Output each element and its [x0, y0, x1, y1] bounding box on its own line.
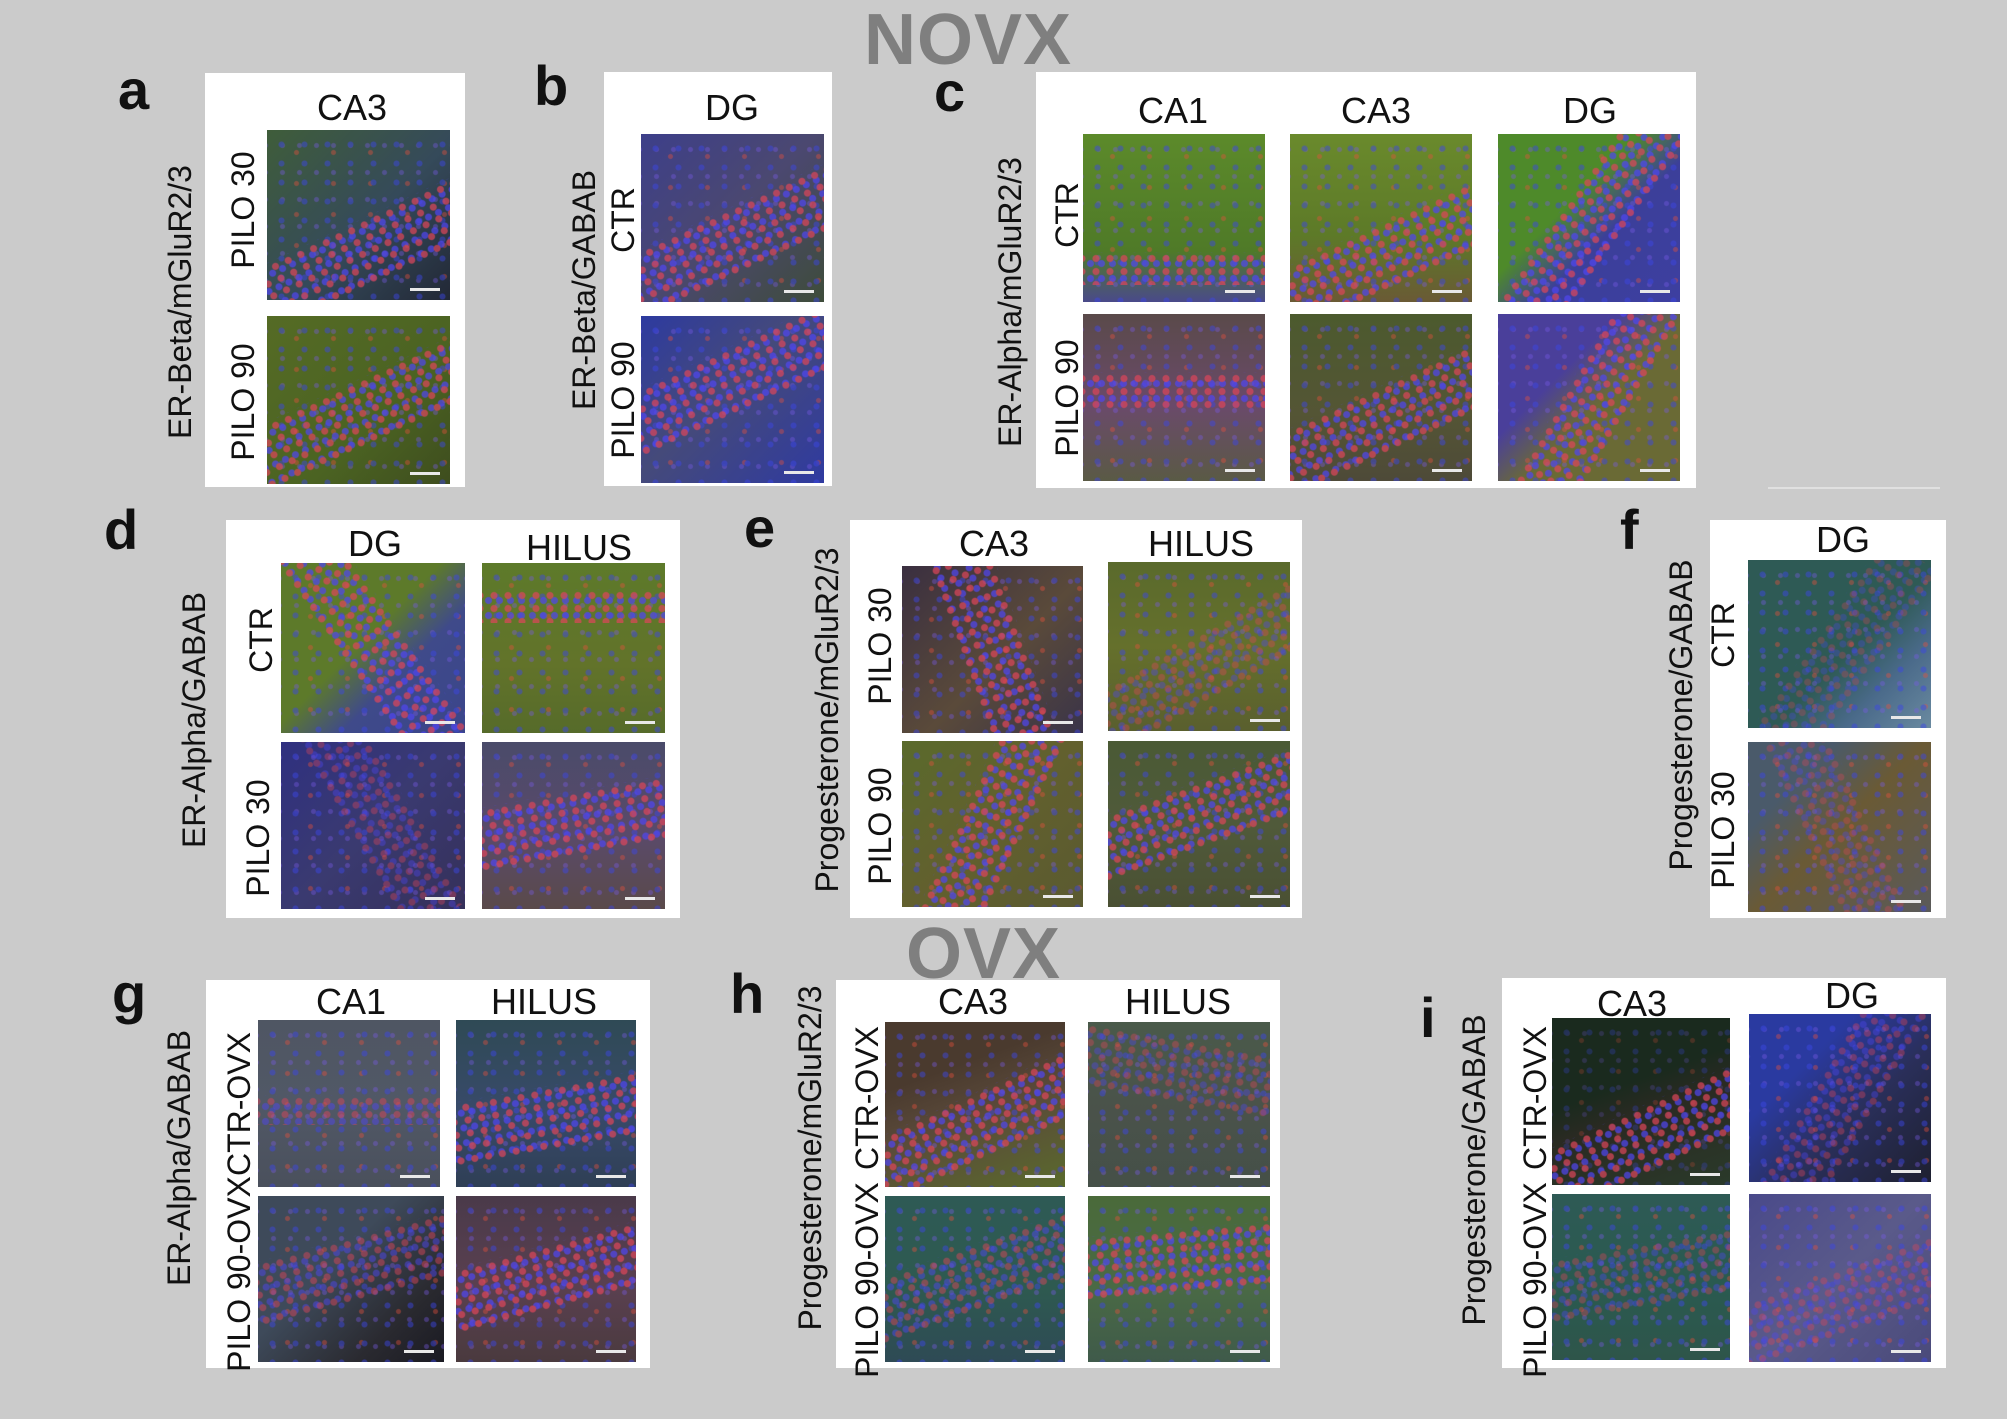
- micrograph-b-dg-ctr: [641, 134, 824, 302]
- stain-label-d: ER-Alpha/GABAB: [176, 591, 212, 849]
- micrograph-b-dg-pilo90: [641, 316, 824, 483]
- panel-letter-c: c: [934, 60, 966, 123]
- micrograph-g-hilus-ctr: [456, 1020, 636, 1187]
- col-label-c-2: CA3: [1340, 90, 1412, 131]
- micrograph-a-ca3-pilo30: [267, 130, 450, 300]
- micrograph-h-hilus-pilo90: [1088, 1196, 1270, 1362]
- micrograph-g-ca1-ctr: [258, 1020, 440, 1187]
- micrograph-d-dg-ctr: [281, 563, 465, 733]
- micrograph-c-dg-pilo90: [1498, 314, 1680, 481]
- row-label-a-1: PILO 30: [225, 151, 261, 269]
- micrograph-h-hilus-ctr: [1088, 1022, 1270, 1187]
- micrograph-i-ca3-ctr: [1552, 1018, 1730, 1185]
- row-label-g-1: CTR-OVX: [221, 1032, 257, 1176]
- divider-line: [1768, 487, 1940, 489]
- col-label-g-1: CA1: [315, 981, 387, 1022]
- row-label-c-1: CTR: [1049, 182, 1085, 248]
- micrograph-i-dg-pilo90: [1749, 1194, 1931, 1362]
- stain-label-a: ER-Beta/mGluR2/3: [162, 165, 198, 439]
- col-label-i-1: CA3: [1596, 983, 1668, 1024]
- panel-letter-b: b: [534, 54, 569, 117]
- row-label-a-2: PILO 90: [225, 343, 261, 461]
- col-label-c-3: DG: [1563, 90, 1617, 131]
- col-label-a-1: CA3: [316, 87, 388, 128]
- row-label-i-2: PILO 90-OVX: [1517, 1182, 1553, 1378]
- micrograph-c-ca1-ctr: [1083, 134, 1265, 302]
- panel-letter-d: d: [104, 498, 139, 561]
- row-label-g-2: PILO 90-OVX: [221, 1176, 257, 1372]
- panel-letter-i: i: [1420, 986, 1436, 1049]
- micrograph-g-ca1-pilo90: [258, 1196, 444, 1362]
- row-label-f-2: PILO 30: [1705, 771, 1741, 889]
- panel-letter-g: g: [112, 962, 147, 1025]
- micrograph-d-hilus-pilo30: [482, 742, 665, 909]
- row-label-b-2: PILO 90: [605, 341, 641, 459]
- micrograph-e-hilus-pilo90: [1108, 741, 1290, 907]
- col-label-c-1: CA1: [1137, 90, 1209, 131]
- row-label-d-1: CTR: [243, 607, 279, 673]
- micrograph-f-dg-ctr: [1748, 560, 1931, 728]
- col-label-e-2: HILUS: [1147, 523, 1255, 564]
- panel-letter-h: h: [730, 962, 765, 1025]
- stain-label-g: ER-Alpha/GABAB: [161, 1029, 197, 1287]
- micrograph-c-ca3-pilo90: [1290, 314, 1472, 481]
- col-label-d-2: HILUS: [525, 527, 633, 568]
- micrograph-e-ca3-pilo30: [902, 566, 1083, 733]
- stain-label-c: ER-Alpha/mGluR2/3: [992, 157, 1028, 447]
- col-label-i-2: DG: [1825, 975, 1879, 1016]
- row-label-h-1: CTR-OVX: [849, 1026, 885, 1170]
- micrograph-c-ca3-ctr: [1290, 134, 1472, 302]
- row-label-d-2: PILO 30: [240, 779, 276, 897]
- stain-label-e: Progesterone/mGluR2/3: [809, 547, 845, 893]
- panel-letter-e: e: [744, 496, 776, 559]
- micrograph-c-dg-ctr: [1498, 134, 1680, 302]
- micrograph-i-ca3-pilo90: [1552, 1194, 1730, 1360]
- row-label-b-1: CTR: [605, 187, 641, 253]
- row-label-f-1: CTR: [1705, 602, 1741, 668]
- micrograph-a-ca3-pilo90: [267, 316, 450, 484]
- panel-letter-f: f: [1620, 498, 1639, 561]
- micrograph-g-hilus-pilo90: [456, 1196, 636, 1362]
- row-label-c-2: PILO 90: [1049, 339, 1085, 457]
- col-label-h-1: CA3: [937, 981, 1009, 1022]
- col-label-h-2: HILUS: [1124, 981, 1232, 1022]
- col-label-g-2: HILUS: [490, 981, 598, 1022]
- stain-label-f: Progesterone/GABAB: [1663, 559, 1699, 871]
- row-label-e-1: PILO 30: [862, 587, 898, 705]
- panel-letter-a: a: [118, 58, 150, 121]
- micrograph-e-ca3-pilo90: [902, 741, 1083, 907]
- col-label-d-1: DG: [348, 523, 402, 564]
- micrograph-e-hilus-pilo30: [1108, 562, 1290, 731]
- col-label-b-1: DG: [705, 87, 759, 128]
- row-label-e-2: PILO 90: [862, 767, 898, 885]
- novx-heading: NOVX: [864, 0, 1073, 80]
- stain-label-h: Progesterone/mGluR2/3: [792, 985, 828, 1331]
- col-label-f-1: DG: [1816, 519, 1870, 560]
- micrograph-d-hilus-ctr: [482, 563, 665, 733]
- ovx-heading: OVX: [906, 914, 1062, 994]
- row-label-h-2: PILO 90-OVX: [849, 1182, 885, 1378]
- row-label-i-1: CTR-OVX: [1517, 1026, 1553, 1170]
- micrograph-c-ca1-pilo90: [1083, 314, 1265, 481]
- micrograph-i-dg-ctr: [1749, 1014, 1931, 1182]
- micrograph-h-ca3-ctr: [885, 1022, 1065, 1187]
- micrograph-h-ca3-pilo90: [885, 1196, 1065, 1362]
- micrograph-f-dg-pilo30: [1748, 742, 1931, 912]
- stain-label-i: Progesterone/GABAB: [1456, 1014, 1492, 1326]
- stain-label-b: ER-Beta/GABAB: [566, 169, 602, 411]
- micrograph-d-dg-pilo30: [281, 742, 465, 909]
- col-label-e-1: CA3: [958, 523, 1030, 564]
